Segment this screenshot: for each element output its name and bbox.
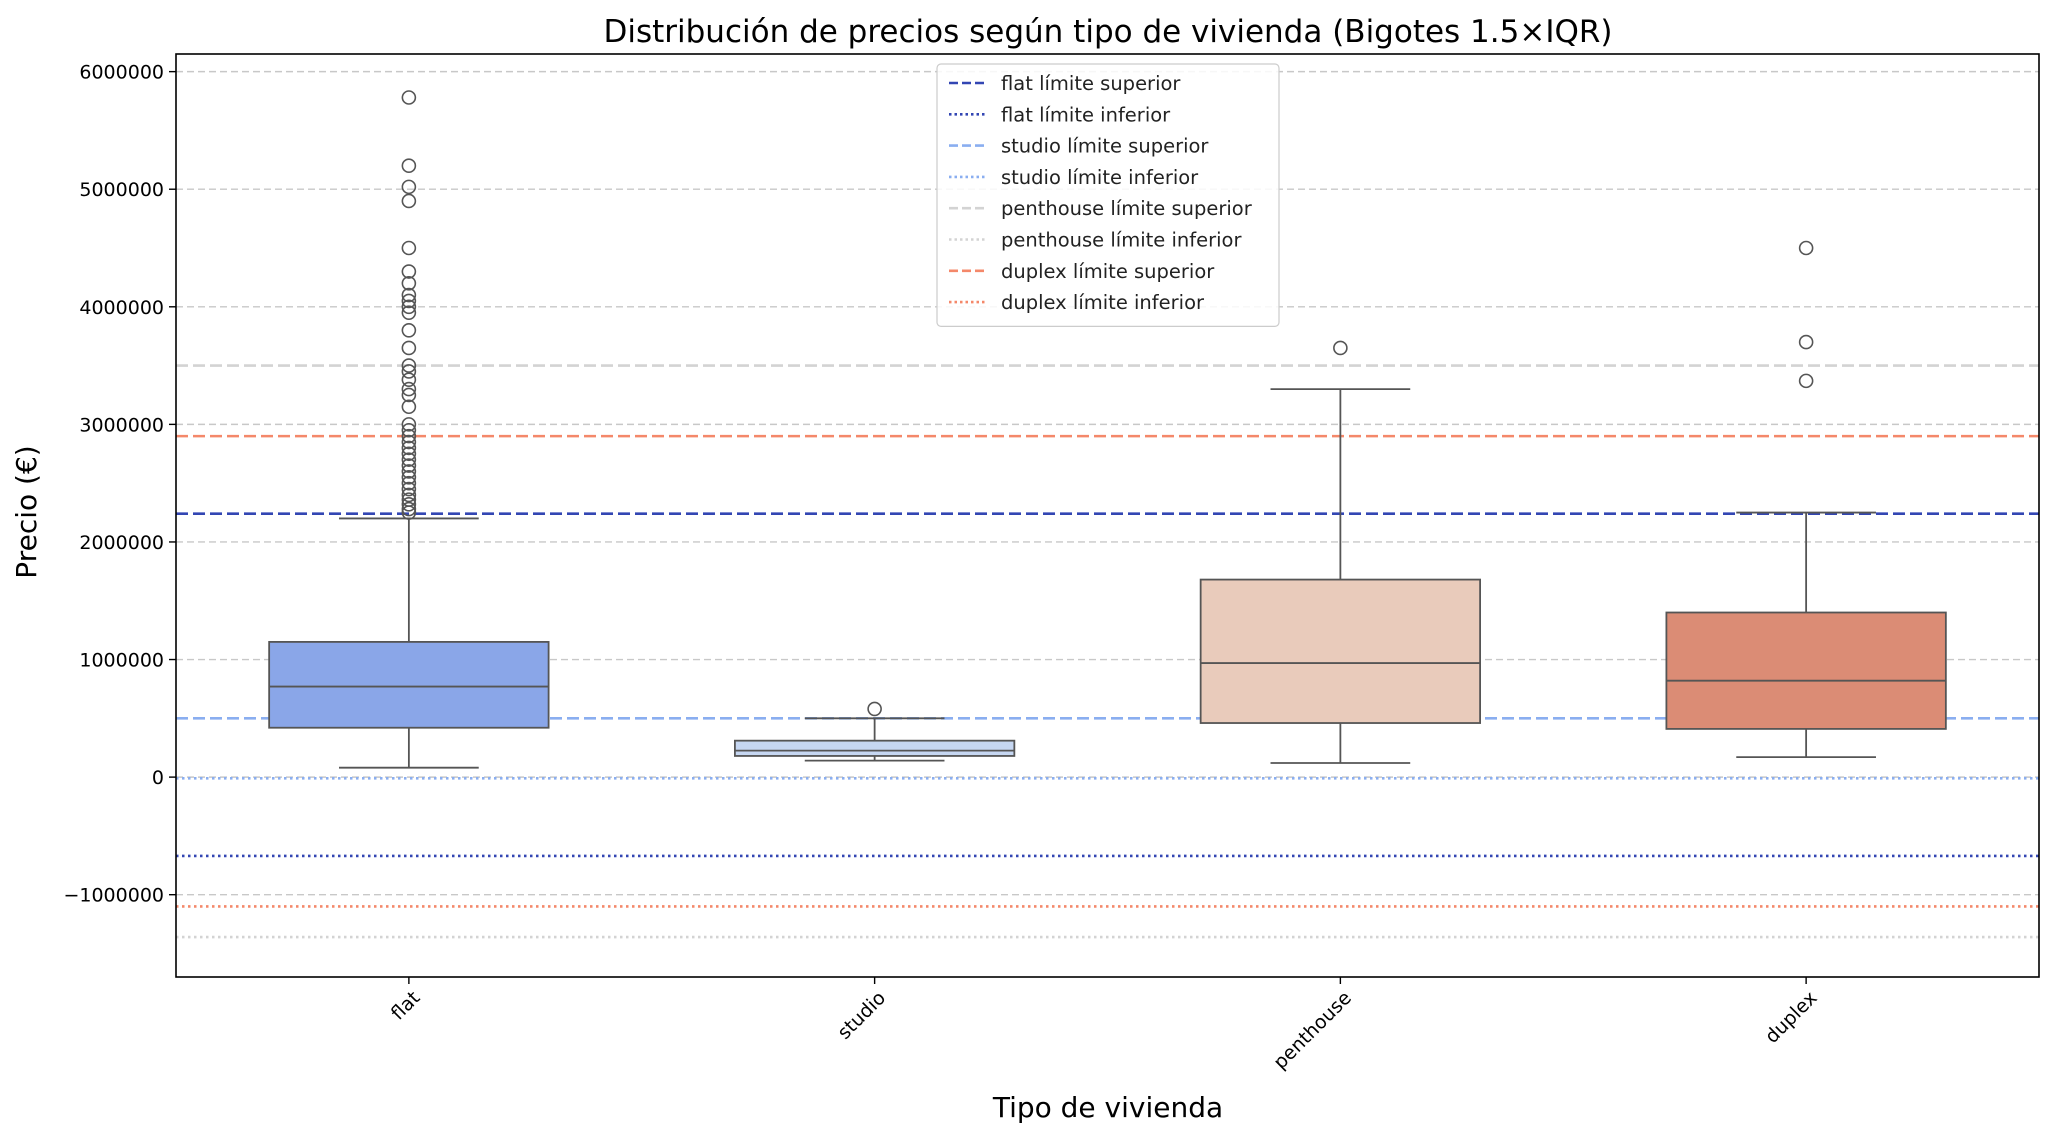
x-tick-label: duplex: [1761, 987, 1822, 1048]
outlier-point: [401, 240, 417, 256]
outlier-point: [401, 475, 417, 491]
outlier-point: [401, 358, 417, 373]
box-penthouse: [1199, 578, 1482, 724]
outlier-point: [1798, 334, 1814, 350]
outlier-point: [401, 434, 417, 450]
outlier-point: [401, 422, 417, 438]
x-tick-label: flat: [387, 987, 425, 1025]
outlier-point: [1798, 240, 1814, 256]
outlier-point: [401, 372, 417, 387]
legend-label: duplex límite inferior: [1001, 291, 1205, 314]
outlier-point: [401, 458, 417, 473]
outlier-point: [401, 287, 417, 303]
outlier-point: [401, 179, 417, 195]
outlier-point: [401, 299, 417, 315]
box-duplex: [1665, 611, 1947, 730]
outlier-point: [401, 90, 417, 105]
legend-box: [936, 63, 1280, 327]
legend-label: studio límite inferior: [1001, 166, 1199, 189]
outlier-point: [401, 452, 417, 467]
outlier-point: [401, 497, 417, 512]
chart-title: Distribución de precios según tipo de vi…: [603, 14, 1612, 50]
outlier-point: [867, 701, 882, 717]
y-tick-label: 1000000: [79, 650, 164, 672]
legend-label: penthouse límite inferior: [1001, 229, 1242, 252]
legend-label: studio límite superior: [1001, 135, 1209, 158]
legend-label: penthouse límite superior: [1001, 197, 1253, 220]
y-tick-label: 0: [152, 767, 164, 789]
outlier-point: [1333, 340, 1348, 356]
outlier-point: [401, 381, 417, 397]
x-tick-label: studio: [833, 987, 890, 1044]
outlier-point: [401, 492, 417, 507]
box-studio: [734, 739, 1016, 757]
y-tick-label: 3000000: [79, 414, 164, 436]
outlier-point: [401, 364, 417, 379]
box-flat: [268, 640, 550, 729]
outlier-point: [401, 293, 417, 309]
legend: flat límite superior flat límite inferior…: [936, 63, 1280, 327]
outlier-point: [401, 275, 417, 291]
plot-frame: [175, 53, 2040, 978]
outlier-point: [401, 158, 417, 174]
outlier-point: [401, 440, 417, 456]
y-tick-label: 5000000: [79, 179, 164, 201]
outlier-point: [401, 487, 417, 503]
outlier-point: [401, 481, 417, 497]
outlier-point: [401, 417, 417, 432]
x-tick-label: penthouse: [1269, 987, 1356, 1074]
y-axis-title: Precio (€): [10, 445, 43, 578]
outlier-point: [401, 323, 417, 338]
outlier-point: [401, 464, 417, 479]
outlier-point: [401, 264, 417, 279]
legend-label: flat límite superior: [1001, 72, 1181, 95]
outlier-point: [401, 193, 417, 209]
outlier-point: [1798, 373, 1814, 389]
outlier-point: [401, 446, 417, 462]
x-axis-title: Tipo de vivienda: [992, 1091, 1223, 1124]
y-tick-label: 4000000: [79, 297, 164, 319]
outlier-point: [401, 340, 417, 356]
y-tick-label: −1000000: [63, 885, 164, 907]
legend-label: duplex límite superior: [1001, 260, 1215, 283]
outlier-point: [401, 305, 417, 320]
boxes-layer: [268, 90, 1947, 769]
outlier-point: [401, 399, 417, 415]
outlier-point: [401, 469, 417, 485]
outlier-point: [401, 428, 417, 444]
outlier-point: [401, 387, 417, 403]
legend-label: flat límite inferior: [1001, 103, 1171, 126]
y-tick-label: 6000000: [79, 62, 164, 84]
y-tick-label: 2000000: [79, 532, 164, 554]
outlier-point: [401, 501, 417, 517]
